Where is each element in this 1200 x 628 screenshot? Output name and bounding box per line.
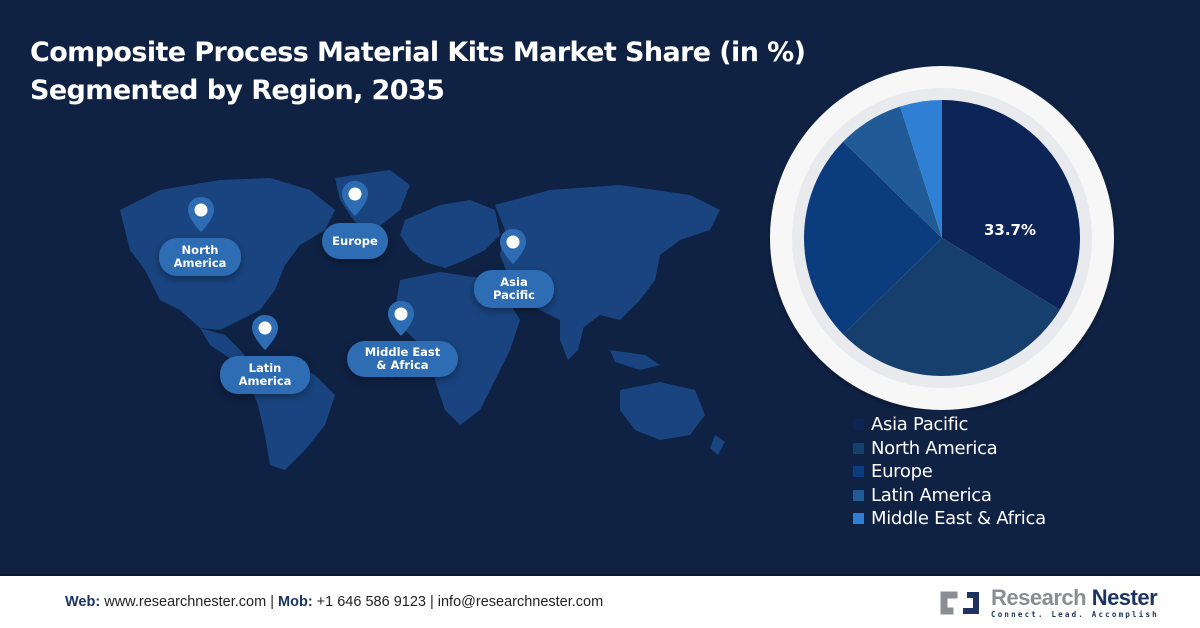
contact-info: Web: www.researchnester.com | Mob: +1 64… (65, 594, 603, 610)
legend-item-europe: Europe (853, 460, 1046, 484)
pie-slice-north-america (843, 238, 1060, 376)
pie-chart: 33.7% (768, 62, 1116, 410)
map-label-north-america: North America (159, 238, 241, 276)
location-pin-icon (388, 301, 414, 336)
legend-swatch (853, 513, 864, 525)
logo-name-nester: Nester (1091, 585, 1158, 611)
mob-label: Mob: (278, 594, 313, 610)
pie-slice-latin-america (843, 106, 942, 238)
map-label-europe: Europe (322, 223, 388, 259)
infographic-panel: Composite Process Material Kits Market S… (0, 0, 1200, 576)
location-pin-icon (500, 229, 526, 264)
research-nester-logo: Research Nester Connect. Lead. Accomplis… (937, 586, 1159, 620)
pie-slices (804, 100, 1080, 376)
pie-slice-europe (804, 141, 942, 335)
legend-swatch (853, 489, 864, 501)
web-link[interactable]: www.researchnester.com | (100, 594, 279, 610)
title-line-1: Composite Process Material Kits Market S… (30, 37, 806, 68)
footer: Web: www.researchnester.com | Mob: +1 64… (0, 578, 1200, 628)
location-pin-icon (252, 315, 278, 350)
chart-legend: Asia Pacific North America Europe Latin … (853, 413, 1046, 531)
legend-item-latin-america: Latin America (853, 484, 1046, 508)
location-pin-icon (188, 197, 214, 232)
title-line-2: Segmented by Region, 2035 (30, 75, 445, 106)
legend-item-asia-pacific: Asia Pacific (853, 413, 1046, 437)
map-label-asia-pacific: Asia Pacific (474, 270, 554, 308)
map-label-latin-america: Latin America (220, 356, 310, 394)
logo-tagline: Connect. Lead. Accomplish (991, 610, 1159, 620)
logo-name-research: Research (991, 585, 1092, 611)
location-pin-icon (342, 181, 368, 216)
pie-slice-asia-pacific (942, 100, 1080, 310)
phone-email[interactable]: +1 646 586 9123 | info@researchnester.co… (312, 594, 604, 610)
legend-swatch (853, 442, 864, 454)
legend-item-north-america: North America (853, 437, 1046, 461)
page-title: Composite Process Material Kits Market S… (30, 34, 806, 110)
slice-label-asia-pacific: 33.7% (984, 221, 1036, 239)
legend-item-middle-east-africa: Middle East & Africa (853, 507, 1046, 531)
web-label: Web: (65, 594, 101, 610)
legend-swatch (853, 419, 864, 431)
logo-mark-icon (940, 591, 979, 615)
map-label-middle-east-africa: Middle East & Africa (347, 341, 458, 377)
pie-slice-middle-east-africa (900, 100, 942, 238)
legend-swatch (853, 466, 864, 478)
